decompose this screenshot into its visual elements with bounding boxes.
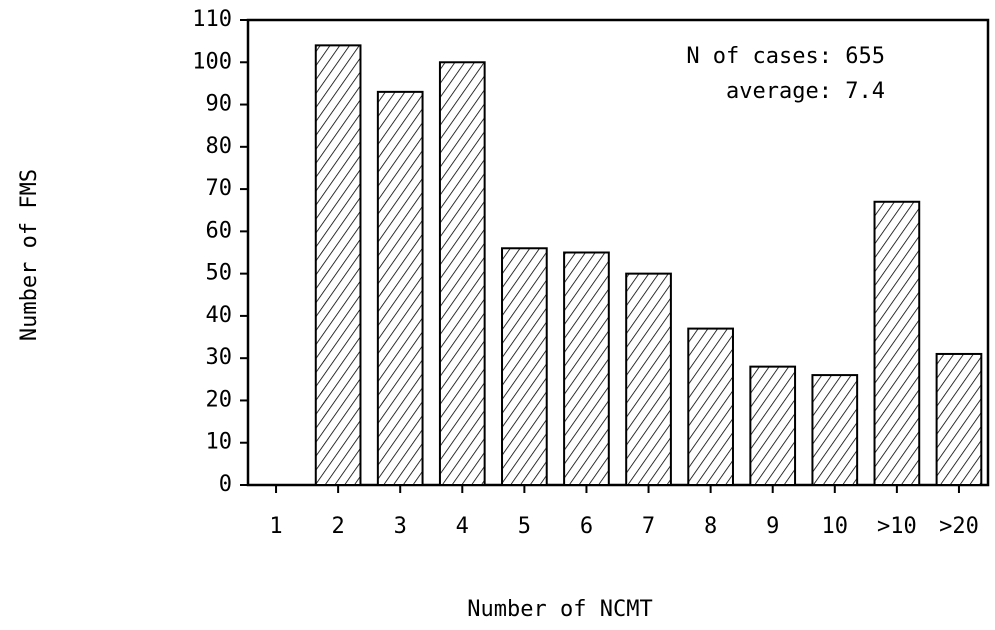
y-tick-label: 20	[206, 387, 233, 412]
x-tick-label: 6	[580, 514, 593, 539]
y-tick-label: 60	[206, 218, 233, 243]
bar	[687, 327, 734, 486]
x-tick-label: 2	[332, 514, 345, 539]
x-tick-label: 5	[518, 514, 531, 539]
x-tick-label: 10	[822, 514, 849, 539]
x-axis-label: Number of NCMT	[467, 597, 652, 622]
y-axis-label: Number of FMS	[17, 169, 42, 341]
x-tick-label: 7	[642, 514, 655, 539]
bar	[501, 247, 548, 486]
x-tick-label: 4	[456, 514, 469, 539]
bar	[749, 365, 797, 486]
y-tick-label: 0	[219, 472, 232, 497]
x-tick-label: 3	[394, 514, 407, 539]
bar	[376, 90, 424, 486]
y-tick-label: 30	[206, 345, 233, 370]
y-tick-label: 100	[192, 49, 232, 74]
x-tick-label: 9	[766, 514, 779, 539]
y-tick-label: 80	[206, 134, 233, 159]
annotation: N of cases: 655	[686, 44, 885, 69]
y-tick-label: 50	[206, 261, 233, 286]
y-tick-label: 110	[192, 7, 232, 32]
x-tick-label: >10	[877, 514, 917, 539]
bar	[563, 251, 610, 486]
x-tick-label: 1	[269, 514, 282, 539]
x-tick-label: 8	[704, 514, 717, 539]
annotation: average: 7.4	[726, 79, 885, 104]
y-tick-label: 10	[206, 430, 233, 455]
y-tick-label: 90	[206, 92, 233, 117]
bar	[625, 272, 672, 486]
bar	[438, 61, 486, 486]
y-tick-label: 70	[206, 176, 233, 201]
bar	[811, 374, 859, 486]
plot-frame	[246, 18, 990, 487]
y-tick-label: 40	[206, 303, 233, 328]
bar	[873, 200, 921, 486]
bar	[314, 44, 362, 486]
bar	[935, 352, 983, 487]
x-tick-label: >20	[939, 514, 979, 539]
